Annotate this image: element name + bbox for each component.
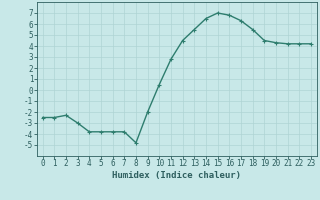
X-axis label: Humidex (Indice chaleur): Humidex (Indice chaleur): [112, 171, 241, 180]
